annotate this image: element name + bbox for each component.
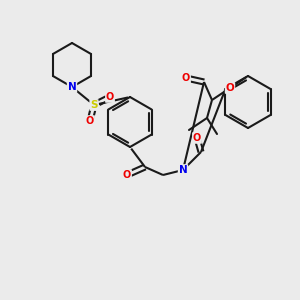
Text: S: S bbox=[90, 100, 98, 110]
Text: O: O bbox=[86, 116, 94, 126]
Text: O: O bbox=[123, 170, 131, 180]
Text: O: O bbox=[193, 133, 201, 143]
Text: N: N bbox=[178, 165, 188, 175]
Text: O: O bbox=[226, 83, 234, 93]
Text: O: O bbox=[106, 92, 114, 102]
Text: N: N bbox=[68, 82, 76, 92]
Text: O: O bbox=[182, 73, 190, 83]
